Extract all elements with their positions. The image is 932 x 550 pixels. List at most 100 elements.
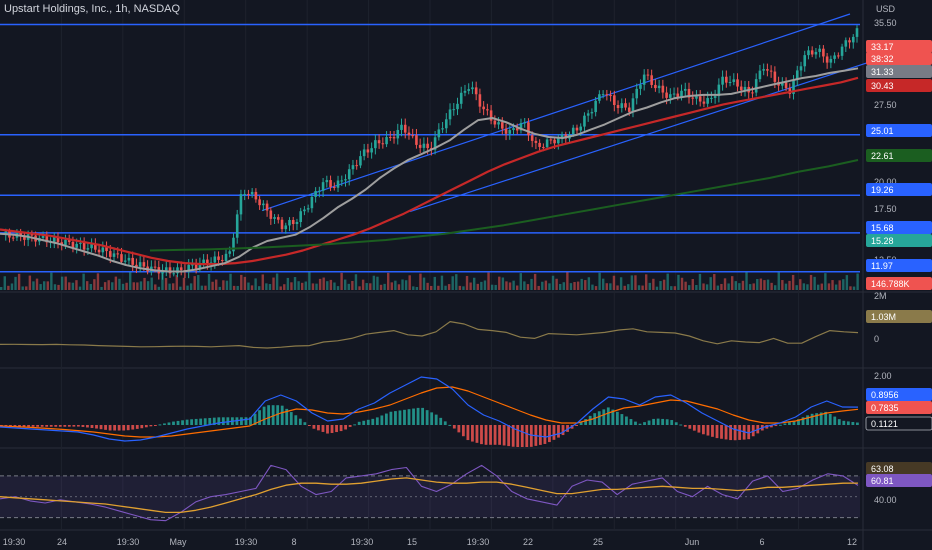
macd-histogram-bar — [674, 422, 678, 425]
volume-bar — [193, 276, 196, 290]
volume-bar — [232, 285, 236, 290]
candle-body — [23, 236, 26, 240]
candle-body — [829, 58, 833, 63]
volume-bar — [523, 281, 526, 290]
candle-body — [818, 48, 821, 52]
candle-body — [445, 119, 448, 129]
candle-body — [650, 75, 653, 85]
macd-histogram-bar — [729, 425, 732, 441]
macd-histogram-bar — [824, 411, 828, 425]
candle-body — [30, 234, 34, 236]
price-badge — [866, 52, 932, 65]
volume-bar — [387, 272, 390, 290]
macd-histogram-bar — [810, 413, 814, 425]
time-axis-label: 19:30 — [467, 537, 490, 547]
volume-bar — [383, 283, 386, 290]
candle-body — [385, 137, 388, 145]
volume-bar — [784, 283, 788, 290]
rsi-badge — [866, 474, 932, 487]
candle-body — [844, 40, 848, 47]
candle-body — [840, 46, 844, 56]
volume-bar — [691, 279, 694, 290]
macd-histogram-bar — [122, 425, 126, 431]
candle-body — [441, 128, 444, 130]
macd-histogram-bar — [520, 425, 524, 447]
macd-histogram-bar — [163, 423, 166, 425]
candle-body — [71, 241, 75, 248]
macd-histogram-bar — [253, 413, 257, 425]
candle-body — [713, 96, 717, 98]
volume-bar — [322, 277, 325, 290]
volume-bar — [379, 284, 383, 290]
candle-body — [609, 95, 612, 97]
volume-bar — [827, 283, 831, 290]
macd-histogram-bar — [389, 411, 393, 425]
volume-bar — [218, 286, 221, 290]
candle-body — [814, 51, 818, 55]
rsi-badge-label: 60.81 — [871, 476, 894, 486]
volume-bar — [229, 273, 232, 290]
candle-body — [131, 257, 134, 265]
candle-body — [646, 74, 650, 76]
macd-histogram-bar — [452, 425, 456, 429]
volume-bar — [426, 282, 429, 290]
volume-bar — [17, 273, 21, 290]
volume-bar — [849, 286, 852, 290]
macd-histogram-bar — [516, 425, 520, 447]
volume-bar — [268, 284, 272, 290]
candle-body — [172, 273, 176, 275]
price-badge-label: 30.43 — [871, 81, 894, 91]
candle-body — [94, 244, 97, 250]
macd-histogram-bar — [262, 406, 266, 425]
volume-bar — [154, 284, 157, 290]
candle-body — [773, 71, 777, 82]
macd-histogram-bar — [471, 425, 474, 442]
price-badge — [866, 79, 932, 92]
volume-bar — [114, 276, 118, 290]
volume-bar — [10, 283, 14, 290]
candle-body — [153, 266, 157, 268]
macd-histogram-bar — [846, 421, 850, 425]
volume-bar — [584, 280, 587, 290]
macd-badge-label: 0.8956 — [871, 390, 899, 400]
macd-histogram-bar — [375, 417, 379, 425]
candle-body — [624, 103, 627, 108]
candle-body — [687, 88, 691, 98]
volume-bar — [43, 281, 46, 290]
volume-bar — [526, 284, 530, 290]
volume-bar — [777, 272, 780, 290]
candle-body — [351, 165, 355, 170]
macd-histogram-bar — [733, 425, 737, 441]
macd-histogram-bar — [747, 425, 751, 440]
volume-bar — [121, 283, 125, 290]
volume-bar — [82, 273, 85, 290]
macd-histogram-bar — [249, 417, 252, 425]
candle-body — [467, 89, 471, 91]
candle-body — [605, 94, 609, 96]
candle-body — [303, 209, 306, 212]
volume-bar — [340, 272, 343, 290]
macd-histogram-bar — [335, 425, 338, 433]
macd-histogram-bar — [457, 425, 461, 433]
volume-bar — [627, 284, 630, 290]
candle-body — [751, 92, 754, 94]
volume-bar — [157, 286, 161, 290]
candle-body — [142, 262, 146, 267]
volume-bar — [652, 278, 655, 290]
candle-body — [471, 87, 474, 90]
candle-body — [530, 135, 534, 141]
candle-body — [388, 137, 392, 139]
volume-bar — [684, 281, 687, 290]
rsi-line — [0, 464, 859, 522]
candle-body — [575, 127, 579, 131]
volume-bar — [791, 274, 795, 290]
macd-histogram-bar — [398, 410, 402, 425]
volume-bar — [440, 275, 444, 290]
candle-body — [433, 137, 437, 150]
candle-body — [542, 146, 545, 148]
candle-body — [803, 55, 807, 67]
volume-bar — [372, 275, 376, 290]
candle-body — [291, 219, 295, 225]
candle-body — [359, 156, 362, 166]
candle-body — [538, 142, 541, 147]
